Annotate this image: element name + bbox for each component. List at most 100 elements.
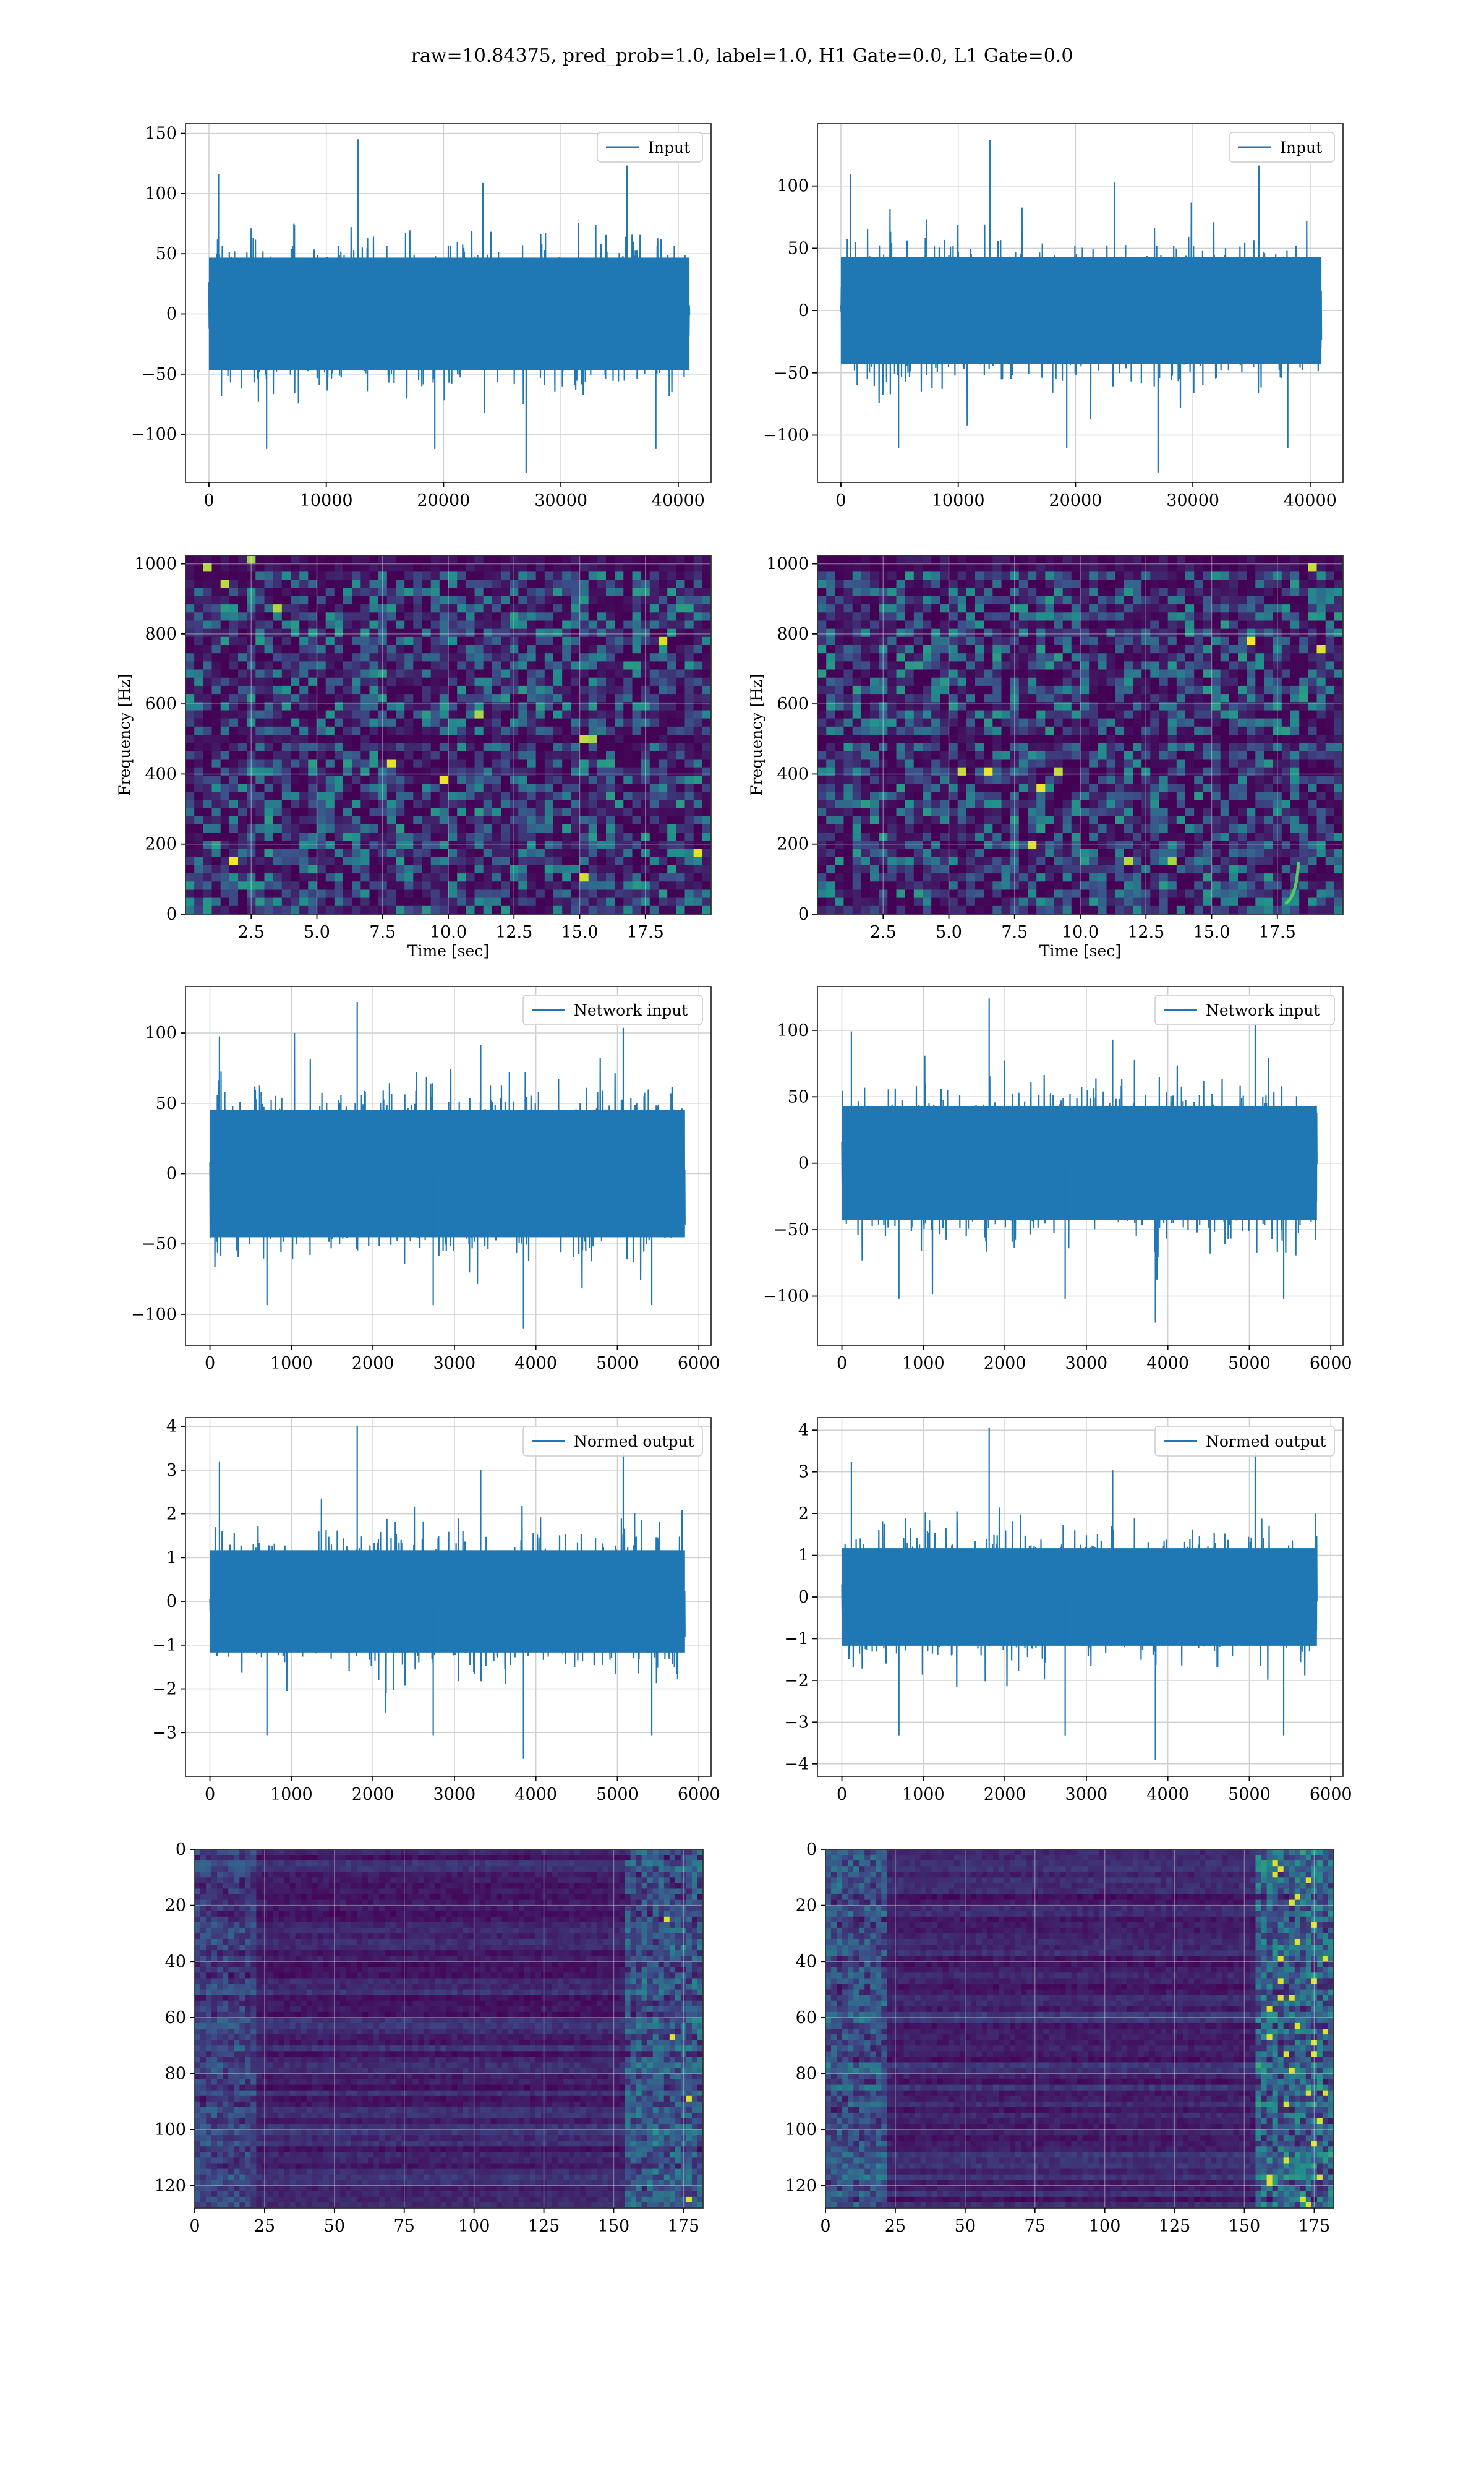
heat-cell — [1045, 873, 1055, 882]
heat-cell — [544, 628, 554, 638]
heat-cell — [1167, 767, 1177, 776]
heat-cell — [852, 596, 862, 605]
heat-cell — [466, 833, 475, 841]
heat-cell — [343, 685, 352, 695]
heat-cell — [386, 571, 396, 581]
heat-cell — [1062, 588, 1072, 597]
heat-cell — [1185, 743, 1195, 751]
heat-cell — [992, 865, 1002, 874]
heat-cell — [949, 694, 958, 703]
heat-cell — [606, 677, 615, 687]
heat-cell — [535, 612, 545, 622]
heat-cell — [1185, 849, 1195, 858]
heat-cell — [1176, 792, 1186, 801]
heat-cell — [308, 669, 318, 678]
heat-cell — [1098, 881, 1107, 891]
heat-cell — [659, 767, 668, 776]
heat-cell — [510, 620, 519, 630]
heat-cell — [466, 580, 475, 589]
heat-cell — [835, 710, 845, 719]
heat-cell — [579, 563, 589, 572]
heat-cell — [693, 767, 703, 776]
heat-cell — [1106, 571, 1116, 581]
heat-cell — [247, 792, 256, 801]
heat-cell — [544, 849, 554, 858]
heat-cell — [843, 792, 853, 801]
heat-cell — [641, 669, 650, 678]
heat-cell — [615, 857, 624, 866]
heat-cell — [299, 808, 309, 817]
heat-cell — [571, 841, 581, 850]
heat-cell — [676, 661, 686, 670]
heat-cell — [544, 653, 554, 662]
heat-cell — [343, 620, 352, 630]
heat-cell — [369, 767, 379, 776]
heat-cell — [1089, 873, 1098, 882]
heat-cell — [186, 897, 195, 907]
heat-cell — [466, 857, 475, 866]
heat-cell — [413, 571, 423, 581]
heat-cell — [615, 636, 624, 646]
heat-cell — [343, 873, 352, 882]
heat-cell — [597, 596, 607, 605]
heat-cell — [430, 645, 440, 654]
heat-cell — [501, 588, 510, 597]
heat-cell — [684, 563, 694, 572]
heat-cell — [211, 743, 221, 751]
heat-cell — [1028, 857, 1037, 866]
heat-cell — [1238, 849, 1247, 858]
heat-cell — [1238, 881, 1247, 891]
heat-cell — [1071, 726, 1081, 735]
heat-cell — [623, 784, 633, 792]
heat-cell — [457, 833, 466, 841]
heat-cell — [422, 571, 432, 581]
heat-cell — [1071, 857, 1081, 866]
heat-cell — [632, 833, 642, 841]
heat-cell — [606, 751, 615, 760]
heat-cell — [518, 767, 528, 776]
heat-cell — [413, 620, 423, 630]
heat-cell — [1054, 808, 1064, 817]
heat-cell — [843, 849, 853, 858]
heat-cell — [1194, 694, 1203, 703]
heat-cell — [702, 865, 711, 874]
heat-cell — [474, 669, 484, 678]
heat-cell — [940, 604, 950, 613]
heat-cell — [527, 555, 537, 564]
heat-cell — [571, 767, 581, 776]
heat-cell — [360, 849, 370, 858]
heat-cell — [870, 784, 879, 792]
heat-cell — [369, 775, 379, 784]
heat-cell — [949, 881, 958, 891]
heat-cell — [1211, 563, 1221, 572]
heat-cell — [843, 808, 853, 817]
heat-cell — [896, 710, 906, 719]
heat-cell — [843, 563, 853, 572]
heat-cell — [291, 702, 300, 711]
heat-cell — [352, 735, 361, 743]
heat-cell — [369, 580, 379, 589]
heat-cell — [535, 596, 545, 605]
heat-cell — [1229, 800, 1239, 809]
heat-cell — [1089, 775, 1098, 784]
y-tick-label: −50 — [774, 364, 809, 383]
heat-cell — [966, 873, 976, 882]
heat-cell — [992, 833, 1002, 841]
heat-cell — [466, 784, 475, 792]
heat-cell — [1001, 588, 1011, 597]
heat-cell — [1054, 580, 1064, 589]
y-tick-label: 0 — [166, 305, 177, 324]
heat-cell — [325, 612, 335, 622]
heat-cell — [1036, 759, 1046, 768]
heat-cell — [483, 841, 493, 850]
heat-cell — [649, 816, 659, 825]
heat-cell — [369, 889, 379, 899]
heat-cell — [238, 588, 247, 597]
heat-cell — [676, 588, 686, 597]
heat-cell — [984, 889, 993, 899]
heat-cell — [1159, 759, 1169, 768]
heat-cell — [492, 628, 501, 638]
heat-cell — [1229, 865, 1239, 874]
heat-cell — [870, 588, 879, 597]
heat-cell — [861, 702, 871, 711]
